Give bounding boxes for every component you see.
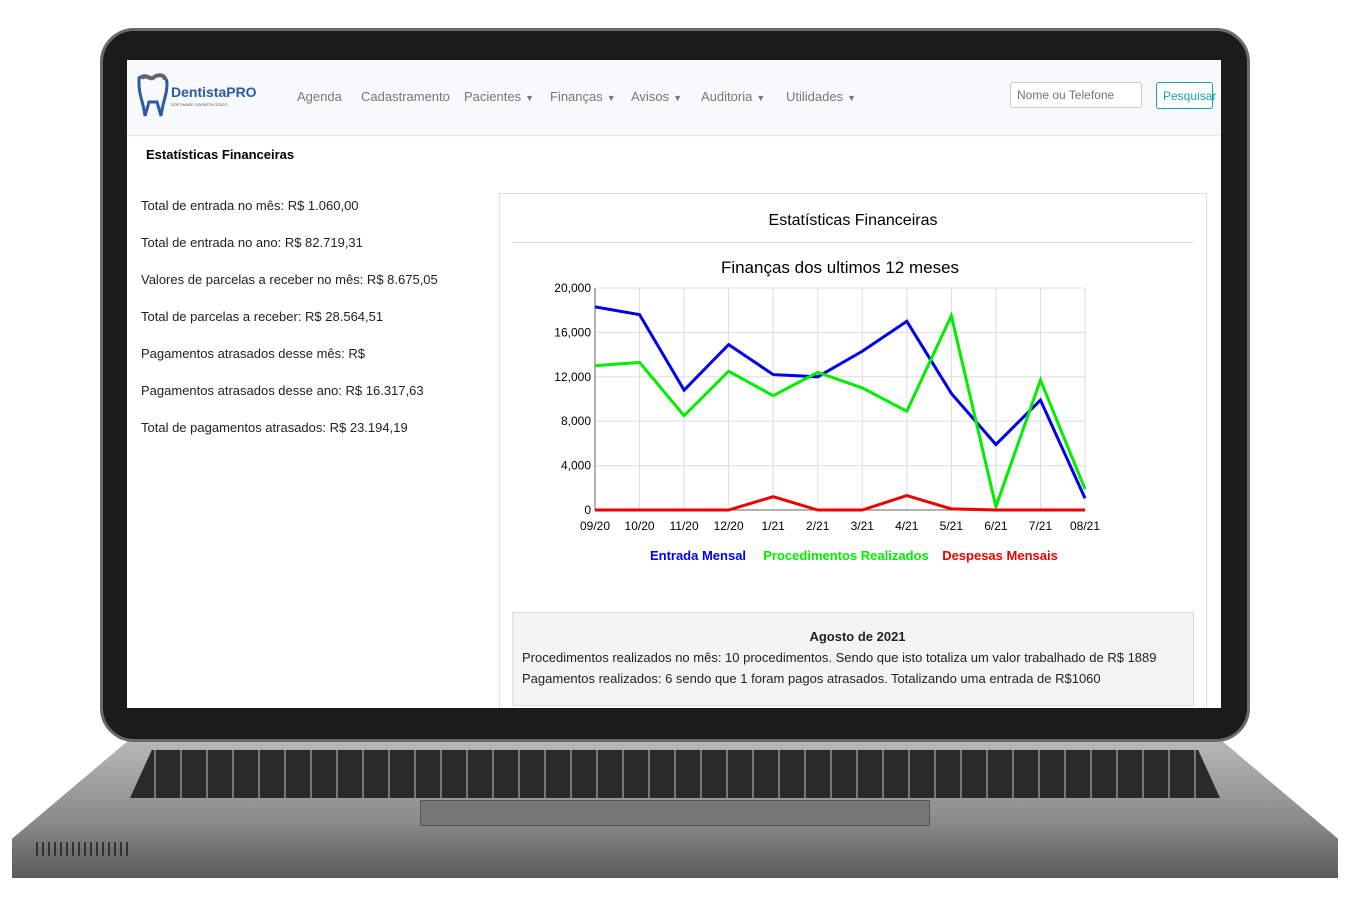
y-tick-label: 4,000	[561, 459, 591, 473]
stat-line: Total de entrada no ano: R$ 82.719,31	[141, 235, 363, 250]
nav-auditoria[interactable]: Auditoria ▼	[701, 89, 765, 104]
x-tick-label: 6/21	[984, 519, 1008, 533]
legend-entry: Entrada Mensal	[650, 548, 746, 563]
caret-down-icon: ▼	[673, 93, 682, 103]
summary-line: Pagamentos realizados: 6 sendo que 1 for…	[522, 671, 1101, 686]
line-chart: Finanças dos ultimos 12 meses 0 4,000 8,00…	[554, 258, 1100, 563]
page-title: Estatísticas Financeiras	[146, 147, 295, 162]
stat-line: Total de parcelas a receber: R$ 28.564,5…	[141, 309, 384, 324]
stat-line: Pagamentos atrasados desse mês: R$	[141, 346, 366, 361]
y-tick-label: 12,000	[554, 370, 591, 384]
legend-entry: Despesas Mensais	[942, 548, 1058, 563]
month-summary: Agosto de 2021 Procedimentos realizados …	[512, 612, 1194, 706]
series-line-2	[595, 493, 1085, 512]
series-line-1	[594, 311, 1087, 513]
nav-label: Utilidades	[786, 89, 844, 104]
x-tick-label: 12/20	[714, 519, 744, 533]
caret-down-icon: ▼	[525, 93, 535, 103]
stats-card: Estatísticas Financeiras Finanças dos ul…	[499, 193, 1207, 708]
x-tick-label: 7/21	[1029, 519, 1053, 533]
x-tick-label: 09/20	[580, 519, 610, 533]
x-tick-label: 4/21	[895, 519, 919, 533]
stat-line: Total de entrada no mês: R$ 1.060,00	[141, 198, 359, 213]
nav-utilidades[interactable]: Utilidades ▼	[786, 89, 856, 104]
caret-down-icon: ▼	[756, 93, 766, 103]
laptop-keyboard	[130, 750, 1220, 798]
x-tick-label: 3/21	[851, 519, 875, 533]
stat-line: Total de pagamentos atrasados: R$ 23.194…	[141, 420, 408, 435]
nav-avisos[interactable]: Avisos ▼	[631, 89, 682, 104]
laptop-vent	[36, 842, 132, 856]
caret-down-icon: ▼	[606, 93, 616, 103]
brand-subtitle: SOFTWARE ODONTOLÓGICO	[171, 101, 228, 107]
navbar: DentistaPRO SOFTWARE ODONTOLÓGICO Agenda …	[127, 60, 1221, 136]
y-tick-label: 0	[584, 503, 591, 517]
brand-logo[interactable]: DentistaPRO SOFTWARE ODONTOLÓGICO	[135, 72, 257, 118]
legend-entry: Procedimentos Realizados	[763, 548, 928, 563]
nav-label: Agenda	[297, 89, 342, 104]
x-tick-label: 10/20	[625, 519, 655, 533]
y-tick-label: 20,000	[554, 281, 591, 295]
laptop-touchpad	[420, 800, 930, 826]
y-tick-label: 16,000	[554, 325, 591, 339]
summary-heading: Agosto de 2021	[809, 629, 906, 644]
y-tick-label: 8,000	[561, 414, 591, 428]
caret-down-icon: ▼	[847, 93, 857, 103]
stat-line: Valores de parcelas a receber no mês: R$…	[141, 272, 438, 287]
chart-title: Finanças dos ultimos 12 meses	[721, 258, 959, 277]
nav-cadastramento[interactable]: Cadastramento	[361, 89, 450, 104]
summary-line: Procedimentos realizados no mês: 10 proc…	[522, 650, 1157, 665]
nav-label: Finanças	[550, 89, 603, 104]
nav-financas[interactable]: Finanças ▼	[550, 89, 616, 104]
nav-label: Avisos	[631, 89, 670, 104]
app-screen: DentistaPRO SOFTWARE ODONTOLÓGICO Agenda …	[127, 60, 1221, 708]
search-button[interactable]: Pesquisar	[1156, 82, 1216, 109]
x-tick-label: 1/21	[762, 519, 786, 533]
series-line-0	[594, 305, 1087, 499]
x-tick-label: 08/21	[1070, 519, 1100, 533]
tooth-icon	[137, 73, 169, 117]
nav-label: Cadastramento	[361, 89, 450, 104]
nav-agenda[interactable]: Agenda	[297, 89, 342, 104]
stat-line: Pagamentos atrasados desse ano: R$ 16.31…	[141, 383, 424, 398]
search-input[interactable]	[1010, 82, 1142, 108]
nav-label: Auditoria	[701, 89, 753, 104]
x-tick-label: 11/20	[670, 519, 699, 533]
nav-label: Pacientes	[464, 89, 522, 104]
x-tick-label: 5/21	[940, 519, 964, 533]
x-tick-label: 2/21	[806, 519, 830, 533]
card-title: Estatísticas Financeiras	[512, 194, 1194, 243]
brand-name: DentistaPRO	[171, 83, 257, 100]
nav-pacientes[interactable]: Pacientes ▼	[464, 89, 534, 104]
